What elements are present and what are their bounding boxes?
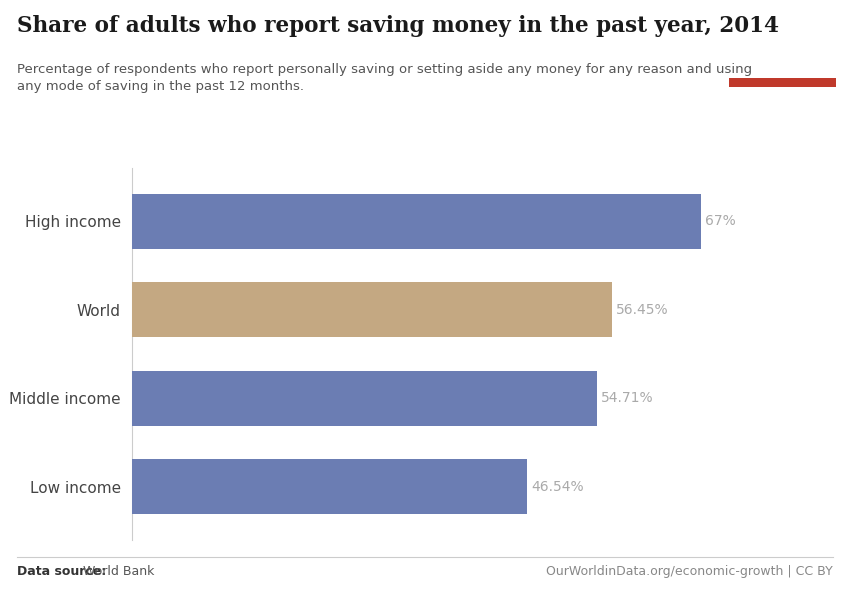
Text: OurWorldinData.org/economic-growth | CC BY: OurWorldinData.org/economic-growth | CC …: [547, 565, 833, 578]
Text: in Data: in Data: [757, 52, 808, 65]
Bar: [132, 371, 597, 426]
Text: 56.45%: 56.45%: [615, 303, 668, 317]
Text: Share of adults who report saving money in the past year, 2014: Share of adults who report saving money …: [17, 15, 779, 37]
Text: 67%: 67%: [706, 214, 736, 228]
Text: World Bank: World Bank: [83, 565, 155, 578]
Text: Percentage of respondents who report personally saving or setting aside any mone: Percentage of respondents who report per…: [17, 63, 752, 93]
Bar: [132, 194, 701, 248]
Text: Our World: Our World: [747, 28, 818, 41]
Bar: [729, 78, 836, 87]
Bar: [132, 460, 527, 514]
Text: Data source:: Data source:: [17, 565, 110, 578]
Text: 46.54%: 46.54%: [531, 480, 584, 494]
Text: 54.71%: 54.71%: [601, 391, 654, 405]
Bar: [132, 282, 612, 337]
